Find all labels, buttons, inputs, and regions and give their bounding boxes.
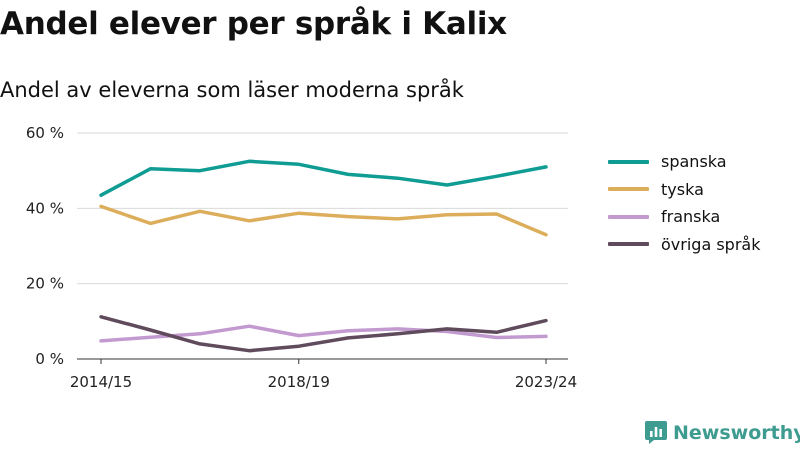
series-line-tyska [99,204,548,237]
chart-title: Andel elever per språk i Kalix [0,6,507,42]
legend-label: spanska [661,152,727,172]
brand-logo: Newsworthy [645,420,800,445]
legend-item: övriga språk [608,231,760,259]
legend-swatch [608,159,649,164]
legend-label: övriga språk [661,234,761,254]
grid-layer [77,132,568,285]
legend-label: franska [661,207,721,227]
series-line-övriga-språk [99,315,548,353]
y-tick-label: 40 % [26,199,64,217]
legend-swatch [608,214,649,219]
axis-layer: 0 % 20 % 40 % 60 % 2014/15 2018/19 2023/24 [26,124,577,391]
legend-item: franska [608,203,760,231]
series-layer [99,159,548,353]
x-tick-label: 2014/15 [70,373,132,391]
series-line-spanska [99,159,548,197]
legend-label: tyska [661,179,704,199]
y-tick-label: 20 % [26,275,64,293]
brand-name: Newsworthy [673,421,800,444]
legend-swatch [608,242,649,247]
legend-item: tyska [608,176,760,204]
legend-swatch [608,187,649,192]
y-tick-label: 0 % [35,350,64,368]
newsworthy-logo-icon [645,421,667,444]
chart-legend: spanska tyska franska övriga språk [608,148,760,258]
x-tick-label: 2023/24 [515,373,577,391]
chart-subtitle: Andel av eleverna som läser moderna språ… [0,78,464,102]
y-tick-label: 60 % [26,124,64,142]
x-tick-label: 2018/19 [268,373,330,391]
legend-item: spanska [608,148,760,176]
